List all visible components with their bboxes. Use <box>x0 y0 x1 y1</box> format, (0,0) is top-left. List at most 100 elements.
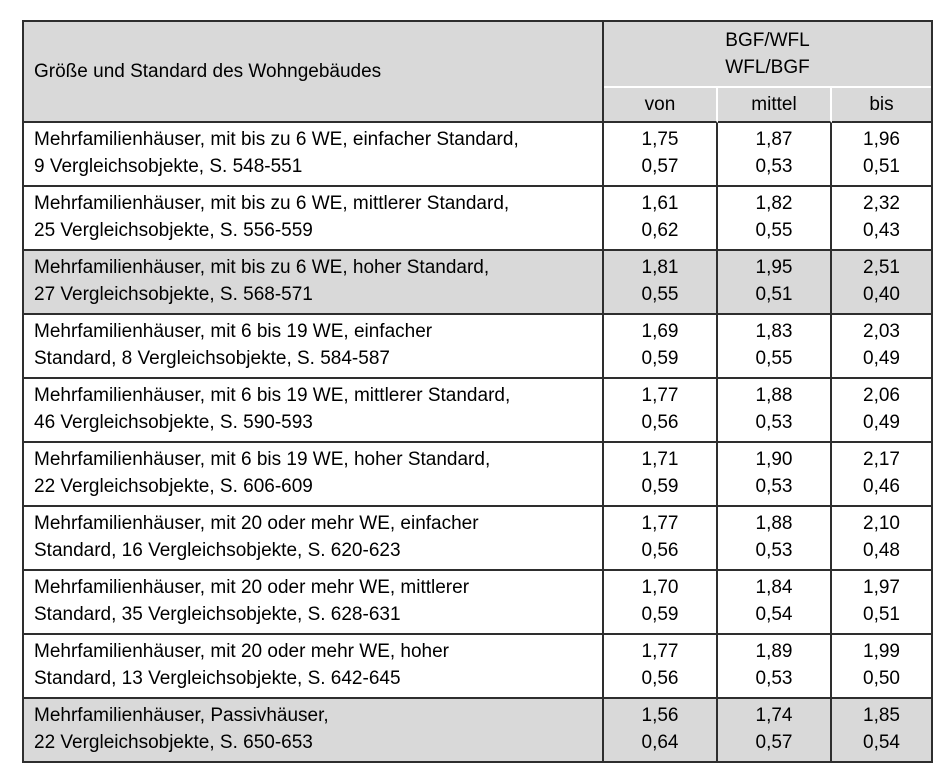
value-von: 1,77 0,56 <box>604 379 718 443</box>
value-bis-bgf-wfl: 1,96 <box>863 129 900 150</box>
row-label-line2: 46 Vergleichsobjekte, S. 590-593 <box>34 412 313 433</box>
value-mittel-wfl-bgf: 0,53 <box>755 476 793 497</box>
value-mittel-wfl-bgf: 0,53 <box>755 412 793 433</box>
value-bis-wfl-bgf: 0,43 <box>863 220 900 241</box>
row-label-line1: Mehrfamilienhäuser, mit 6 bis 19 WE, hoh… <box>34 449 491 470</box>
value-von-wfl-bgf: 0,64 <box>641 732 679 753</box>
value-bis: 1,96 0,51 <box>832 123 932 187</box>
header-description-column: Größe und Standard des Wohngebäudes <box>24 22 604 123</box>
value-mittel-wfl-bgf: 0,55 <box>755 348 793 369</box>
value-von-bgf-wfl: 1,69 <box>641 321 679 342</box>
value-von: 1,61 0,62 <box>604 187 718 251</box>
value-mittel-wfl-bgf: 0,55 <box>755 220 793 241</box>
value-mittel: 1,90 0,53 <box>718 443 832 507</box>
value-mittel-bgf-wfl: 1,95 <box>755 257 793 278</box>
value-bis-wfl-bgf: 0,48 <box>863 540 900 561</box>
value-bis: 2,06 0,49 <box>832 379 932 443</box>
value-von: 1,71 0,59 <box>604 443 718 507</box>
value-mittel: 1,87 0,53 <box>718 123 832 187</box>
value-von: 1,77 0,56 <box>604 635 718 699</box>
value-mittel: 1,82 0,55 <box>718 187 832 251</box>
row-label-line1: Mehrfamilienhäuser, mit 6 bis 19 WE, ein… <box>34 321 433 342</box>
header-ratio-column: BGF/WFL WFL/BGF <box>604 22 932 88</box>
value-von-bgf-wfl: 1,75 <box>641 129 679 150</box>
value-bis: 2,32 0,43 <box>832 187 932 251</box>
building-size-standard-table: Größe und Standard des Wohngebäudes BGF/… <box>22 20 934 763</box>
value-mittel-bgf-wfl: 1,82 <box>755 193 793 214</box>
value-mittel-wfl-bgf: 0,51 <box>755 284 793 305</box>
row-label-line1: Mehrfamilienhäuser, mit 20 oder mehr WE,… <box>34 577 470 598</box>
row-label: Mehrfamilienhäuser, mit 20 oder mehr WE,… <box>24 571 604 635</box>
table-header-row-top: Größe und Standard des Wohngebäudes BGF/… <box>24 22 932 123</box>
row-label: Mehrfamilienhäuser, mit 20 oder mehr WE,… <box>24 635 604 699</box>
value-bis-wfl-bgf: 0,46 <box>863 476 900 497</box>
row-label-line1: Mehrfamilienhäuser, mit bis zu 6 WE, mit… <box>34 193 510 214</box>
table-row: Mehrfamilienhäuser, mit 20 oder mehr WE,… <box>24 571 932 635</box>
table-row: Mehrfamilienhäuser, mit 20 oder mehr WE,… <box>24 507 932 571</box>
table-header-row-sub: von mittel bis <box>24 88 932 123</box>
value-von-wfl-bgf: 0,59 <box>641 604 679 625</box>
value-bis: 2,17 0,46 <box>832 443 932 507</box>
row-label-line1: Mehrfamilienhäuser, mit 20 oder mehr WE,… <box>34 513 479 534</box>
value-von: 1,77 0,56 <box>604 507 718 571</box>
value-von-bgf-wfl: 1,77 <box>641 385 679 406</box>
value-bis-bgf-wfl: 1,99 <box>863 641 900 662</box>
value-bis: 2,03 0,49 <box>832 315 932 379</box>
value-bis: 2,51 0,40 <box>832 251 932 315</box>
table-row: Mehrfamilienhäuser, mit 6 bis 19 WE, mit… <box>24 379 932 443</box>
value-bis-wfl-bgf: 0,49 <box>863 348 900 369</box>
value-mittel-bgf-wfl: 1,87 <box>755 129 793 150</box>
value-bis: 1,97 0,51 <box>832 571 932 635</box>
row-label-line2: 9 Vergleichsobjekte, S. 548-551 <box>34 156 303 177</box>
table-row: Mehrfamilienhäuser, mit 20 oder mehr WE,… <box>24 635 932 699</box>
row-label-line1: Mehrfamilienhäuser, mit 20 oder mehr WE,… <box>34 641 450 662</box>
row-label: Mehrfamilienhäuser, mit 6 bis 19 WE, hoh… <box>24 443 604 507</box>
row-label-line1: Mehrfamilienhäuser, mit bis zu 6 WE, hoh… <box>34 257 490 278</box>
value-bis-bgf-wfl: 2,03 <box>863 321 900 342</box>
header-ratio-line1: BGF/WFL <box>725 30 810 51</box>
row-label: Mehrfamilienhäuser, Passivhäuser, 22 Ver… <box>24 699 604 761</box>
value-bis-wfl-bgf: 0,54 <box>863 732 900 753</box>
value-von-wfl-bgf: 0,62 <box>641 220 679 241</box>
value-von-wfl-bgf: 0,57 <box>641 156 679 177</box>
row-label-line1: Mehrfamilienhäuser, mit bis zu 6 WE, ein… <box>34 129 519 150</box>
table-row: Mehrfamilienhäuser, mit 6 bis 19 WE, ein… <box>24 315 932 379</box>
value-von-bgf-wfl: 1,61 <box>641 193 679 214</box>
value-bis: 1,85 0,54 <box>832 699 932 761</box>
value-bis-bgf-wfl: 2,17 <box>863 449 900 470</box>
value-bis: 1,99 0,50 <box>832 635 932 699</box>
row-label-line2: Standard, 16 Vergleichsobjekte, S. 620-6… <box>34 540 401 561</box>
table-row: Mehrfamilienhäuser, mit 6 bis 19 WE, hoh… <box>24 443 932 507</box>
value-mittel-bgf-wfl: 1,83 <box>755 321 793 342</box>
subheader-bis: bis <box>832 88 932 123</box>
table-row: Mehrfamilienhäuser, mit bis zu 6 WE, hoh… <box>24 251 932 315</box>
value-von-bgf-wfl: 1,81 <box>641 257 679 278</box>
value-bis-wfl-bgf: 0,50 <box>863 668 900 689</box>
row-label-line1: Mehrfamilienhäuser, Passivhäuser, <box>34 705 329 726</box>
row-label-line2: Standard, 13 Vergleichsobjekte, S. 642-6… <box>34 668 401 689</box>
table-row: Mehrfamilienhäuser, Passivhäuser, 22 Ver… <box>24 699 932 761</box>
value-von-wfl-bgf: 0,56 <box>641 540 679 561</box>
value-mittel-wfl-bgf: 0,57 <box>755 732 793 753</box>
value-mittel-bgf-wfl: 1,88 <box>755 513 793 534</box>
value-bis-wfl-bgf: 0,51 <box>863 604 900 625</box>
value-von-wfl-bgf: 0,56 <box>641 668 679 689</box>
table-header: Größe und Standard des Wohngebäudes BGF/… <box>24 22 932 123</box>
value-bis-bgf-wfl: 2,06 <box>863 385 900 406</box>
value-bis-bgf-wfl: 1,97 <box>863 577 900 598</box>
row-label: Mehrfamilienhäuser, mit 20 oder mehr WE,… <box>24 507 604 571</box>
value-von-wfl-bgf: 0,55 <box>641 284 679 305</box>
value-mittel: 1,88 0,53 <box>718 507 832 571</box>
row-label: Mehrfamilienhäuser, mit bis zu 6 WE, hoh… <box>24 251 604 315</box>
value-mittel: 1,89 0,53 <box>718 635 832 699</box>
value-mittel-bgf-wfl: 1,84 <box>755 577 793 598</box>
value-mittel-wfl-bgf: 0,54 <box>755 604 793 625</box>
value-bis-wfl-bgf: 0,51 <box>863 156 900 177</box>
value-von-wfl-bgf: 0,59 <box>641 476 679 497</box>
row-label: Mehrfamilienhäuser, mit bis zu 6 WE, ein… <box>24 123 604 187</box>
value-von-bgf-wfl: 1,77 <box>641 641 679 662</box>
row-label-line2: 27 Vergleichsobjekte, S. 568-571 <box>34 284 313 305</box>
value-bis: 2,10 0,48 <box>832 507 932 571</box>
value-von-bgf-wfl: 1,56 <box>641 705 679 726</box>
